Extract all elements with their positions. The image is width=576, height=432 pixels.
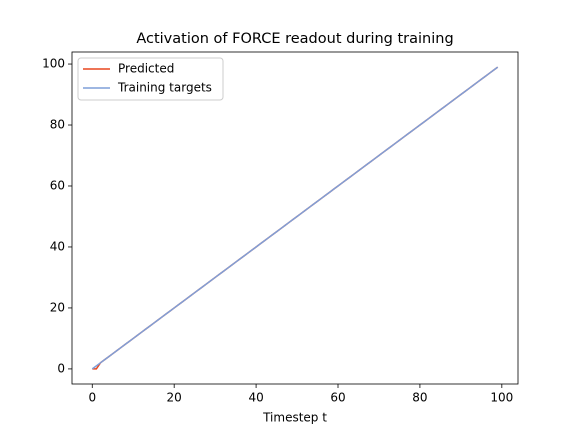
plot-frame — [71, 51, 519, 385]
x-tick-label: 60 — [330, 391, 345, 405]
series-line — [91, 66, 499, 370]
y-tick-label: 100 — [42, 57, 65, 71]
x-tick-label: 0 — [88, 391, 96, 405]
legend-label: Training targets — [117, 81, 212, 95]
x-tick-label: 80 — [412, 391, 427, 405]
x-tick-label: 100 — [490, 391, 513, 405]
y-tick-label: 20 — [50, 300, 65, 314]
y-tick-label: 80 — [50, 118, 65, 132]
x-tick-label: 40 — [248, 391, 263, 405]
y-tick-label: 40 — [50, 239, 65, 253]
x-tick-label: 20 — [167, 391, 182, 405]
legend-label: Predicted — [118, 62, 174, 76]
y-tick-label: 60 — [50, 178, 65, 192]
chart-title: Activation of FORCE readout during train… — [136, 31, 453, 47]
x-axis-label: Timestep t — [262, 411, 327, 425]
legend-box — [77, 57, 224, 101]
y-tick-label: 0 — [57, 361, 65, 375]
